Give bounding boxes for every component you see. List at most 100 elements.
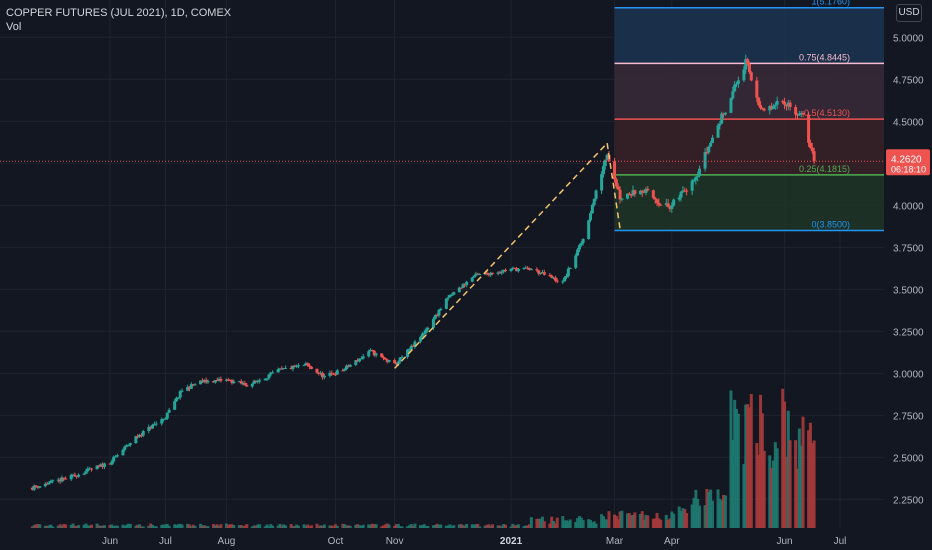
candle-body (47, 482, 51, 485)
volume-bar (193, 525, 197, 528)
candle-body (433, 315, 437, 319)
candle-body (86, 468, 90, 472)
x-axis-tick-label: Apr (664, 536, 680, 547)
candle-body (162, 418, 166, 420)
candle-body (315, 368, 319, 373)
candle-body (759, 105, 763, 109)
volume-bar (309, 525, 313, 528)
candle-body (282, 368, 286, 370)
volume-bar (126, 523, 130, 528)
candle-body (485, 272, 489, 274)
candle-body (522, 267, 526, 269)
candle-body (97, 465, 101, 467)
candle-body (407, 349, 411, 351)
volume-bar (747, 407, 751, 528)
x-axis-tick-label: Oct (328, 536, 344, 547)
candle-body (367, 351, 371, 357)
symbol-title[interactable]: COPPER FUTURES (JUL 2021), 1D, COMEX (6, 7, 232, 19)
candle-body (256, 381, 260, 383)
volume-bar (284, 525, 288, 528)
candle-body (659, 204, 663, 206)
volume-bar (579, 517, 583, 528)
candle-body (163, 418, 167, 420)
volume-bar (677, 506, 681, 528)
volume-bar (387, 524, 391, 528)
candle-body (206, 381, 210, 383)
volume-bar (603, 519, 607, 528)
volume-bar (239, 525, 243, 528)
volume-bar (478, 526, 482, 528)
currency-button[interactable]: USD (896, 4, 922, 22)
volume-bar (655, 512, 659, 528)
volume-bar (605, 519, 609, 528)
volume-bar (577, 516, 581, 528)
volume-bar (346, 525, 350, 528)
volume-bar (651, 518, 655, 528)
volume-bar (204, 526, 208, 528)
volume-bar (162, 524, 166, 528)
candle-body (618, 189, 622, 200)
candle-body (178, 391, 182, 398)
volume-bar (393, 525, 397, 528)
y-axis-tick-label: 3.0000 (893, 369, 924, 380)
volume-bar (356, 524, 360, 528)
volume-bar (359, 525, 363, 528)
volume-bar (463, 525, 467, 528)
volume-bar (343, 524, 347, 528)
volume-bar (202, 525, 206, 528)
volume-bar (435, 523, 439, 528)
volume-bar (775, 448, 779, 528)
candle-body (535, 269, 539, 271)
y-axis-tick-label: 3.5000 (893, 285, 924, 296)
fib-level-label: 0(3.8500) (811, 220, 850, 230)
candle-body (306, 363, 310, 366)
candle-body (82, 473, 86, 475)
volume-bar (47, 525, 51, 528)
candle-body (413, 341, 417, 347)
volume-bar (254, 525, 258, 528)
volume-bar (576, 518, 580, 528)
fib-level-label: 0.25(4.1815) (799, 164, 850, 174)
candle-body (219, 379, 223, 381)
volume-label[interactable]: Vol (6, 21, 22, 33)
volume-bar (71, 523, 75, 528)
candle-body (529, 269, 533, 271)
candle-body (590, 204, 594, 214)
volume-bar (681, 508, 685, 528)
volume-bar (664, 514, 668, 528)
volume-bar (502, 523, 506, 528)
price-tag-value: 4.2620 (891, 154, 922, 165)
candle-body (422, 332, 426, 334)
volume-bar (668, 518, 672, 528)
volume-bar (810, 443, 814, 528)
price-tag (886, 149, 930, 176)
candle-body (503, 269, 507, 271)
candle-body (73, 474, 77, 476)
candle-body (411, 345, 415, 347)
candle-body (742, 69, 746, 81)
volume-bar (640, 511, 644, 528)
volume-bar (139, 526, 143, 528)
volume-bar (110, 524, 114, 528)
candle-body (483, 272, 487, 275)
candle-body (215, 380, 219, 382)
candle-body (372, 350, 376, 356)
volume-bar (587, 519, 591, 528)
volume-bar (625, 513, 629, 528)
candle-body (709, 142, 713, 147)
volume-bar (553, 523, 557, 528)
candle-body (34, 485, 38, 487)
volume-bar (86, 525, 90, 528)
candle-body (77, 474, 81, 477)
candle-body (491, 272, 495, 274)
volume-bar (690, 504, 694, 528)
candle-body (302, 365, 306, 367)
volume-bar (526, 525, 530, 528)
volume-bar (487, 524, 491, 528)
volume-bar (616, 519, 620, 528)
candle-body (396, 361, 400, 365)
candle-body (577, 245, 581, 250)
candle-body (328, 372, 332, 376)
